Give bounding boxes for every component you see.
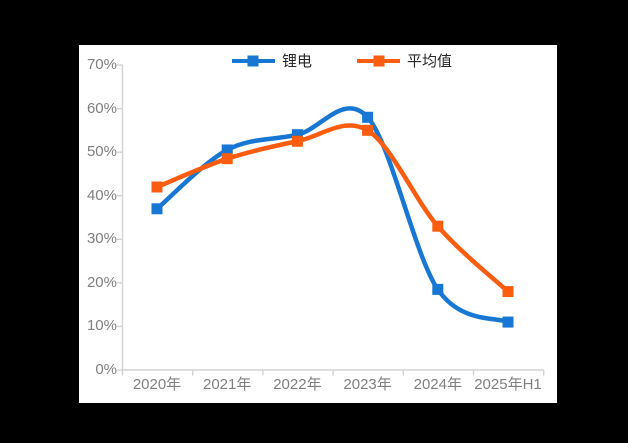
series-1-marker-2025年H1 (502, 286, 514, 298)
series-0-marker-2025年H1 (502, 316, 514, 328)
y-axis-label: 10% (86, 317, 117, 335)
y-axis-label: 50% (86, 143, 117, 161)
series-0-marker-2023年 (362, 111, 374, 123)
series-1-marker-2024年 (432, 220, 444, 232)
legend-item-lithium: 锂电 (231, 51, 312, 71)
legend-item-average: 平均值 (357, 51, 452, 71)
x-axis-label: 2021年 (203, 376, 252, 393)
x-axis-label: 2025年H1 (474, 376, 542, 393)
series-0-marker-2021年 (221, 144, 233, 156)
series-1-line (154, 123, 511, 294)
legend-label-average: 平均值 (407, 52, 453, 70)
plot-svg (117, 64, 545, 376)
y-axis-label: 70% (86, 56, 117, 73)
series-0-marker-2020年 (151, 203, 163, 215)
x-axis-label: 2020年 (132, 376, 182, 393)
series-1-marker-2022年 (291, 135, 303, 147)
x-axis-label: 2022年 (273, 376, 322, 393)
y-axis-label: 30% (86, 230, 117, 248)
x-axis-label: 2023年 (343, 376, 392, 393)
y-axis-label: 40% (86, 186, 117, 204)
legend-line-marker-icon (231, 55, 275, 67)
legend-label-lithium: 锂电 (281, 52, 312, 70)
legend: 锂电 平均值 (103, 51, 581, 71)
series-1-marker-2021年 (221, 153, 233, 165)
legend-line-marker-icon (357, 55, 400, 67)
series-1-marker-2023年 (362, 124, 374, 136)
chart-panel: 锂电 平均值 70% 60% 50% 40% 30% 20% 10% 0% 2020年 2021… (79, 45, 557, 403)
series-1-marker-2020年 (151, 181, 163, 193)
x-axis-label: 2024年 (413, 376, 462, 393)
y-axis-label: 20% (86, 273, 117, 291)
series-0-marker-2024年 (432, 283, 444, 295)
y-axis-label: 60% (86, 99, 117, 117)
y-axis-label: 0% (95, 361, 117, 378)
series-0-marker-2022年 (291, 129, 303, 141)
series-0-line (154, 106, 511, 325)
